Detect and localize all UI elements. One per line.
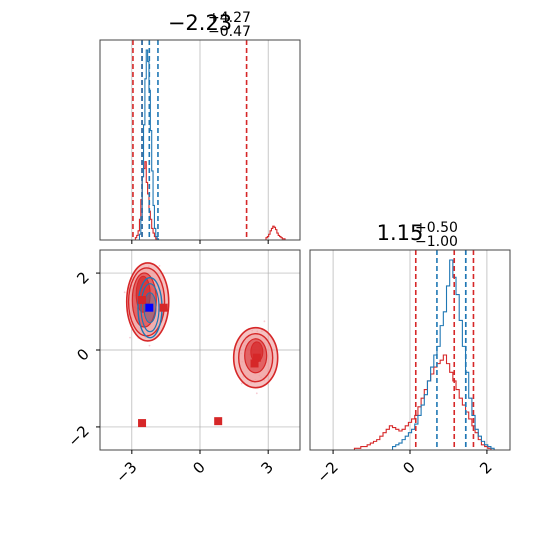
param2-title-plus: +0.50 [415, 220, 458, 236]
param2-title-minus: −1.00 [415, 234, 458, 250]
param2-x-tick-label: −2 [314, 458, 342, 486]
contour-blue [140, 283, 160, 333]
red-marker [138, 296, 147, 304]
blue-marker [145, 303, 154, 312]
param2-histogram-blue [310, 259, 510, 450]
sample-point [255, 392, 258, 395]
red-marker [159, 303, 168, 312]
joint-contour-panel [100, 250, 300, 450]
param1-title: −2.23 [168, 11, 232, 35]
param1-x-tick-label: 0 [189, 458, 208, 477]
param2-x-tick-label: 2 [476, 458, 495, 477]
sample-point [123, 291, 126, 294]
y-tick-label: −2 [64, 422, 92, 450]
sample-point [263, 320, 266, 323]
sample-point [129, 336, 131, 339]
param2-x-tick-label: 0 [399, 458, 418, 477]
red-marker [138, 419, 147, 428]
param1-histogram-red [100, 161, 300, 240]
param2-histogram-panel [310, 250, 510, 450]
y-tick-label: 2 [73, 268, 92, 287]
y-tick-label: 0 [73, 345, 92, 364]
red-marker [250, 359, 259, 368]
sample-point [158, 264, 161, 267]
red-marker [252, 353, 261, 362]
param1-x-tick-label: −3 [112, 458, 140, 486]
param2-title: 1.15 [377, 221, 424, 245]
param2-histogram-red [310, 354, 510, 450]
sample-point [240, 382, 243, 385]
red-marker [214, 417, 223, 426]
param1-title-plus: +4.27 [208, 10, 251, 26]
sample-point [148, 344, 151, 347]
param1-title-minus: −0.47 [208, 24, 251, 40]
param1-histogram-panel [100, 40, 300, 240]
param1-x-tick-label: 3 [258, 458, 277, 477]
